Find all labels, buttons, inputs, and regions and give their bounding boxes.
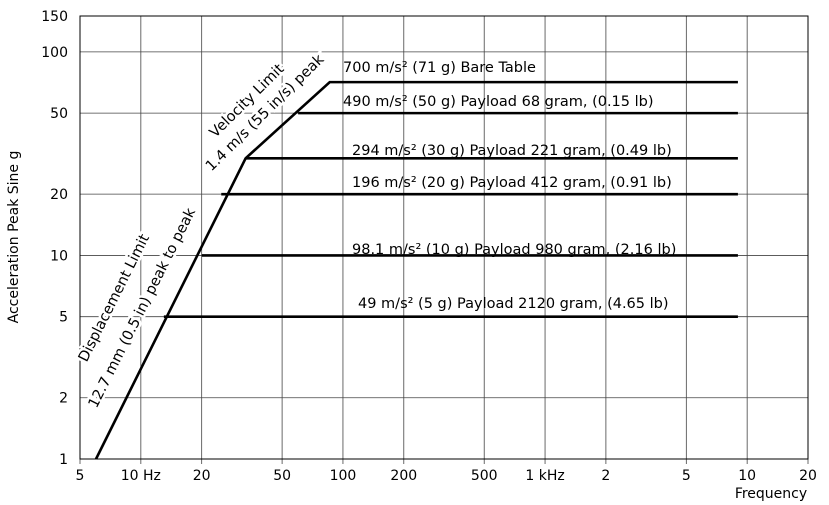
y-tick-label: 100 xyxy=(41,45,68,61)
series-label: 196 m/s² (20 g) Payload 412 gram, (0.91 … xyxy=(352,175,672,191)
x-tick-label: 100 xyxy=(330,468,357,484)
series-label: 700 m/s² (71 g) Bare Table xyxy=(343,60,536,76)
x-tick-label: 10 Hz xyxy=(121,468,161,484)
x-tick-label: 200 xyxy=(390,468,417,484)
y-axis-label: Acceleration Peak Sine g xyxy=(6,151,22,324)
series-label: 98.1 m/s² (10 g) Payload 980 gram, (2.16… xyxy=(352,242,676,258)
y-tick-label: 5 xyxy=(59,310,68,326)
y-tick-label: 1 xyxy=(59,452,68,468)
x-tick-label: 1 kHz xyxy=(525,468,564,484)
x-tick-label: 20 xyxy=(193,468,211,484)
y-tick-label: 2 xyxy=(59,391,68,407)
x-tick-label: 500 xyxy=(471,468,498,484)
y-tick-label: 150 xyxy=(41,9,68,25)
y-tick-label: 20 xyxy=(50,187,68,203)
y-tick-label: 50 xyxy=(50,106,68,122)
x-tick-label: 5 xyxy=(76,468,85,484)
y-tick-label: 10 xyxy=(50,248,68,264)
x-tick-label: 50 xyxy=(273,468,291,484)
series-line xyxy=(94,80,738,460)
x-axis-label: Frequency xyxy=(735,486,807,502)
series-label: 490 m/s² (50 g) Payload 68 gram, (0.15 l… xyxy=(343,94,654,110)
x-tick-label: 10 xyxy=(738,468,756,484)
x-tick-label: 5 xyxy=(682,468,691,484)
x-tick-label: 20 xyxy=(799,468,817,484)
series-label: 294 m/s² (30 g) Payload 221 gram, (0.49 … xyxy=(352,143,672,159)
x-tick-label: 2 xyxy=(601,468,610,484)
series-label: 49 m/s² (5 g) Payload 2120 gram, (4.65 l… xyxy=(358,296,669,312)
plot-frame xyxy=(79,15,809,460)
